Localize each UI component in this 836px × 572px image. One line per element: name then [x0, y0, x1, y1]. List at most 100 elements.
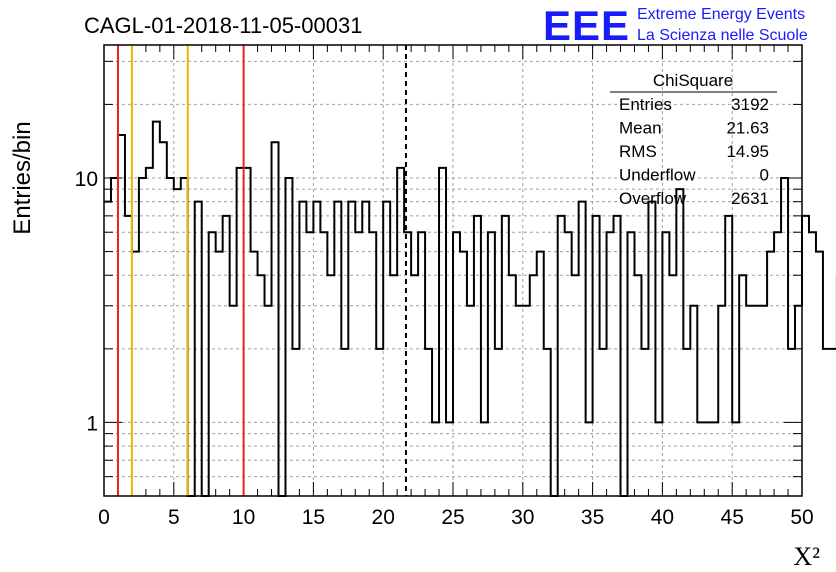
x-tick-label: 40	[651, 506, 674, 529]
stats-label: Underflow	[619, 166, 696, 185]
y-axis-label: Entries/bin	[9, 121, 36, 234]
histogram-bin	[516, 306, 523, 496]
eee-logo: EEE	[543, 2, 630, 49]
histogram-bin	[593, 216, 600, 496]
histogram-bin	[174, 189, 181, 496]
histogram-bin	[285, 178, 292, 496]
plot-frame	[103, 44, 803, 497]
histogram-bin	[139, 178, 146, 496]
histogram-bin	[641, 349, 648, 496]
histogram-bin	[334, 202, 341, 496]
stats-box: ChiSquare Entries 3192 Mean 21.63 RMS 14.95 Un…	[610, 71, 777, 208]
histogram-bin	[781, 178, 788, 496]
histogram-bin	[446, 422, 453, 496]
histogram-bin	[628, 232, 635, 496]
histogram-bin	[418, 232, 425, 496]
histogram-bin	[495, 349, 502, 496]
histogram-bin	[104, 202, 111, 496]
histogram-bin	[669, 275, 676, 496]
histogram-bin	[369, 232, 376, 496]
histogram-bin	[809, 232, 816, 496]
histogram-bin	[558, 216, 565, 496]
histogram-bin	[390, 275, 397, 496]
histogram-bin	[320, 232, 327, 496]
histogram-bin	[544, 349, 551, 496]
x-axis-label: X²	[793, 542, 820, 571]
histogram-bin	[237, 168, 244, 496]
histogram-bin	[355, 232, 362, 496]
histogram-bin	[683, 349, 690, 496]
x-tick-label: 25	[441, 506, 464, 529]
histogram-bin	[537, 252, 544, 496]
histogram-bin	[579, 202, 586, 496]
histogram-bin	[711, 422, 718, 496]
histogram-bin	[690, 306, 697, 496]
histogram-bin	[676, 189, 683, 496]
histogram-bin	[572, 275, 579, 496]
tagline-extreme-energy-events: Extreme Energy Events	[637, 6, 805, 23]
histogram-bin	[662, 232, 669, 496]
x-tick-label: 0	[98, 506, 110, 529]
histogram-bin	[753, 306, 760, 496]
histogram-line	[104, 120, 836, 497]
histogram-bin	[718, 306, 725, 496]
histogram-bin	[265, 306, 272, 496]
histogram-bin	[341, 349, 348, 496]
histogram-bin	[746, 306, 753, 496]
histogram-bin	[230, 306, 237, 496]
x-tick-label: 5	[168, 506, 180, 529]
stats-value: 0	[760, 166, 769, 185]
histogram-bin	[767, 252, 774, 496]
tick-labels: 0 5 10 15 20 25 30 35 40 45 50 1 10	[75, 168, 814, 529]
y-tick-label: 1	[86, 412, 98, 435]
histogram-bin	[704, 422, 711, 496]
histogram-bin	[209, 232, 216, 496]
histogram-bin	[383, 202, 390, 496]
histogram-bin	[376, 349, 383, 496]
histogram-bin	[125, 216, 132, 496]
histogram-bin	[502, 216, 509, 496]
histogram-bin	[697, 422, 704, 496]
y-tick-label: 10	[75, 168, 98, 191]
histogram-bin	[216, 252, 223, 496]
stats-label: Mean	[619, 119, 662, 138]
histogram-bin	[614, 216, 621, 496]
histogram-bin	[411, 275, 418, 496]
x-tick-label: 45	[721, 506, 744, 529]
x-tick-label: 15	[302, 506, 325, 529]
stats-value: 3192	[731, 95, 769, 114]
histogram-bin	[823, 349, 830, 496]
histogram-bin	[655, 422, 662, 496]
histogram-bin	[830, 349, 836, 496]
reference-lines	[116, 45, 407, 496]
histogram-bin	[439, 168, 446, 496]
histogram-bin	[634, 275, 641, 496]
histogram-bin	[160, 142, 167, 496]
run-title: CAGL-01-2018-11-05-00031	[84, 13, 362, 38]
stats-label: Overflow	[619, 189, 687, 208]
histogram-bin	[146, 168, 153, 496]
histogram-bin	[586, 422, 593, 496]
histogram-bin	[153, 122, 160, 496]
x-tick-label: 20	[372, 506, 395, 529]
histogram-bin	[760, 306, 767, 496]
histogram-bin	[774, 232, 781, 496]
histogram-bin	[306, 232, 313, 496]
histogram-bin	[251, 252, 258, 496]
histogram-bin	[474, 216, 481, 496]
histogram-bin	[725, 216, 732, 496]
histogram-bin	[802, 216, 809, 496]
histogram-bin	[362, 202, 369, 496]
histogram-bin	[488, 232, 495, 496]
histogram-bin	[348, 202, 355, 496]
histogram-bin	[816, 252, 823, 496]
histogram-bin	[195, 202, 202, 496]
histogram-bin	[565, 232, 572, 496]
histogram-bin	[467, 306, 474, 496]
x-tick-label: 50	[790, 506, 813, 529]
histogram-bin	[460, 252, 467, 496]
histogram-bin	[111, 178, 118, 496]
histogram-bin	[530, 275, 537, 496]
stats-value: 2631	[731, 189, 769, 208]
